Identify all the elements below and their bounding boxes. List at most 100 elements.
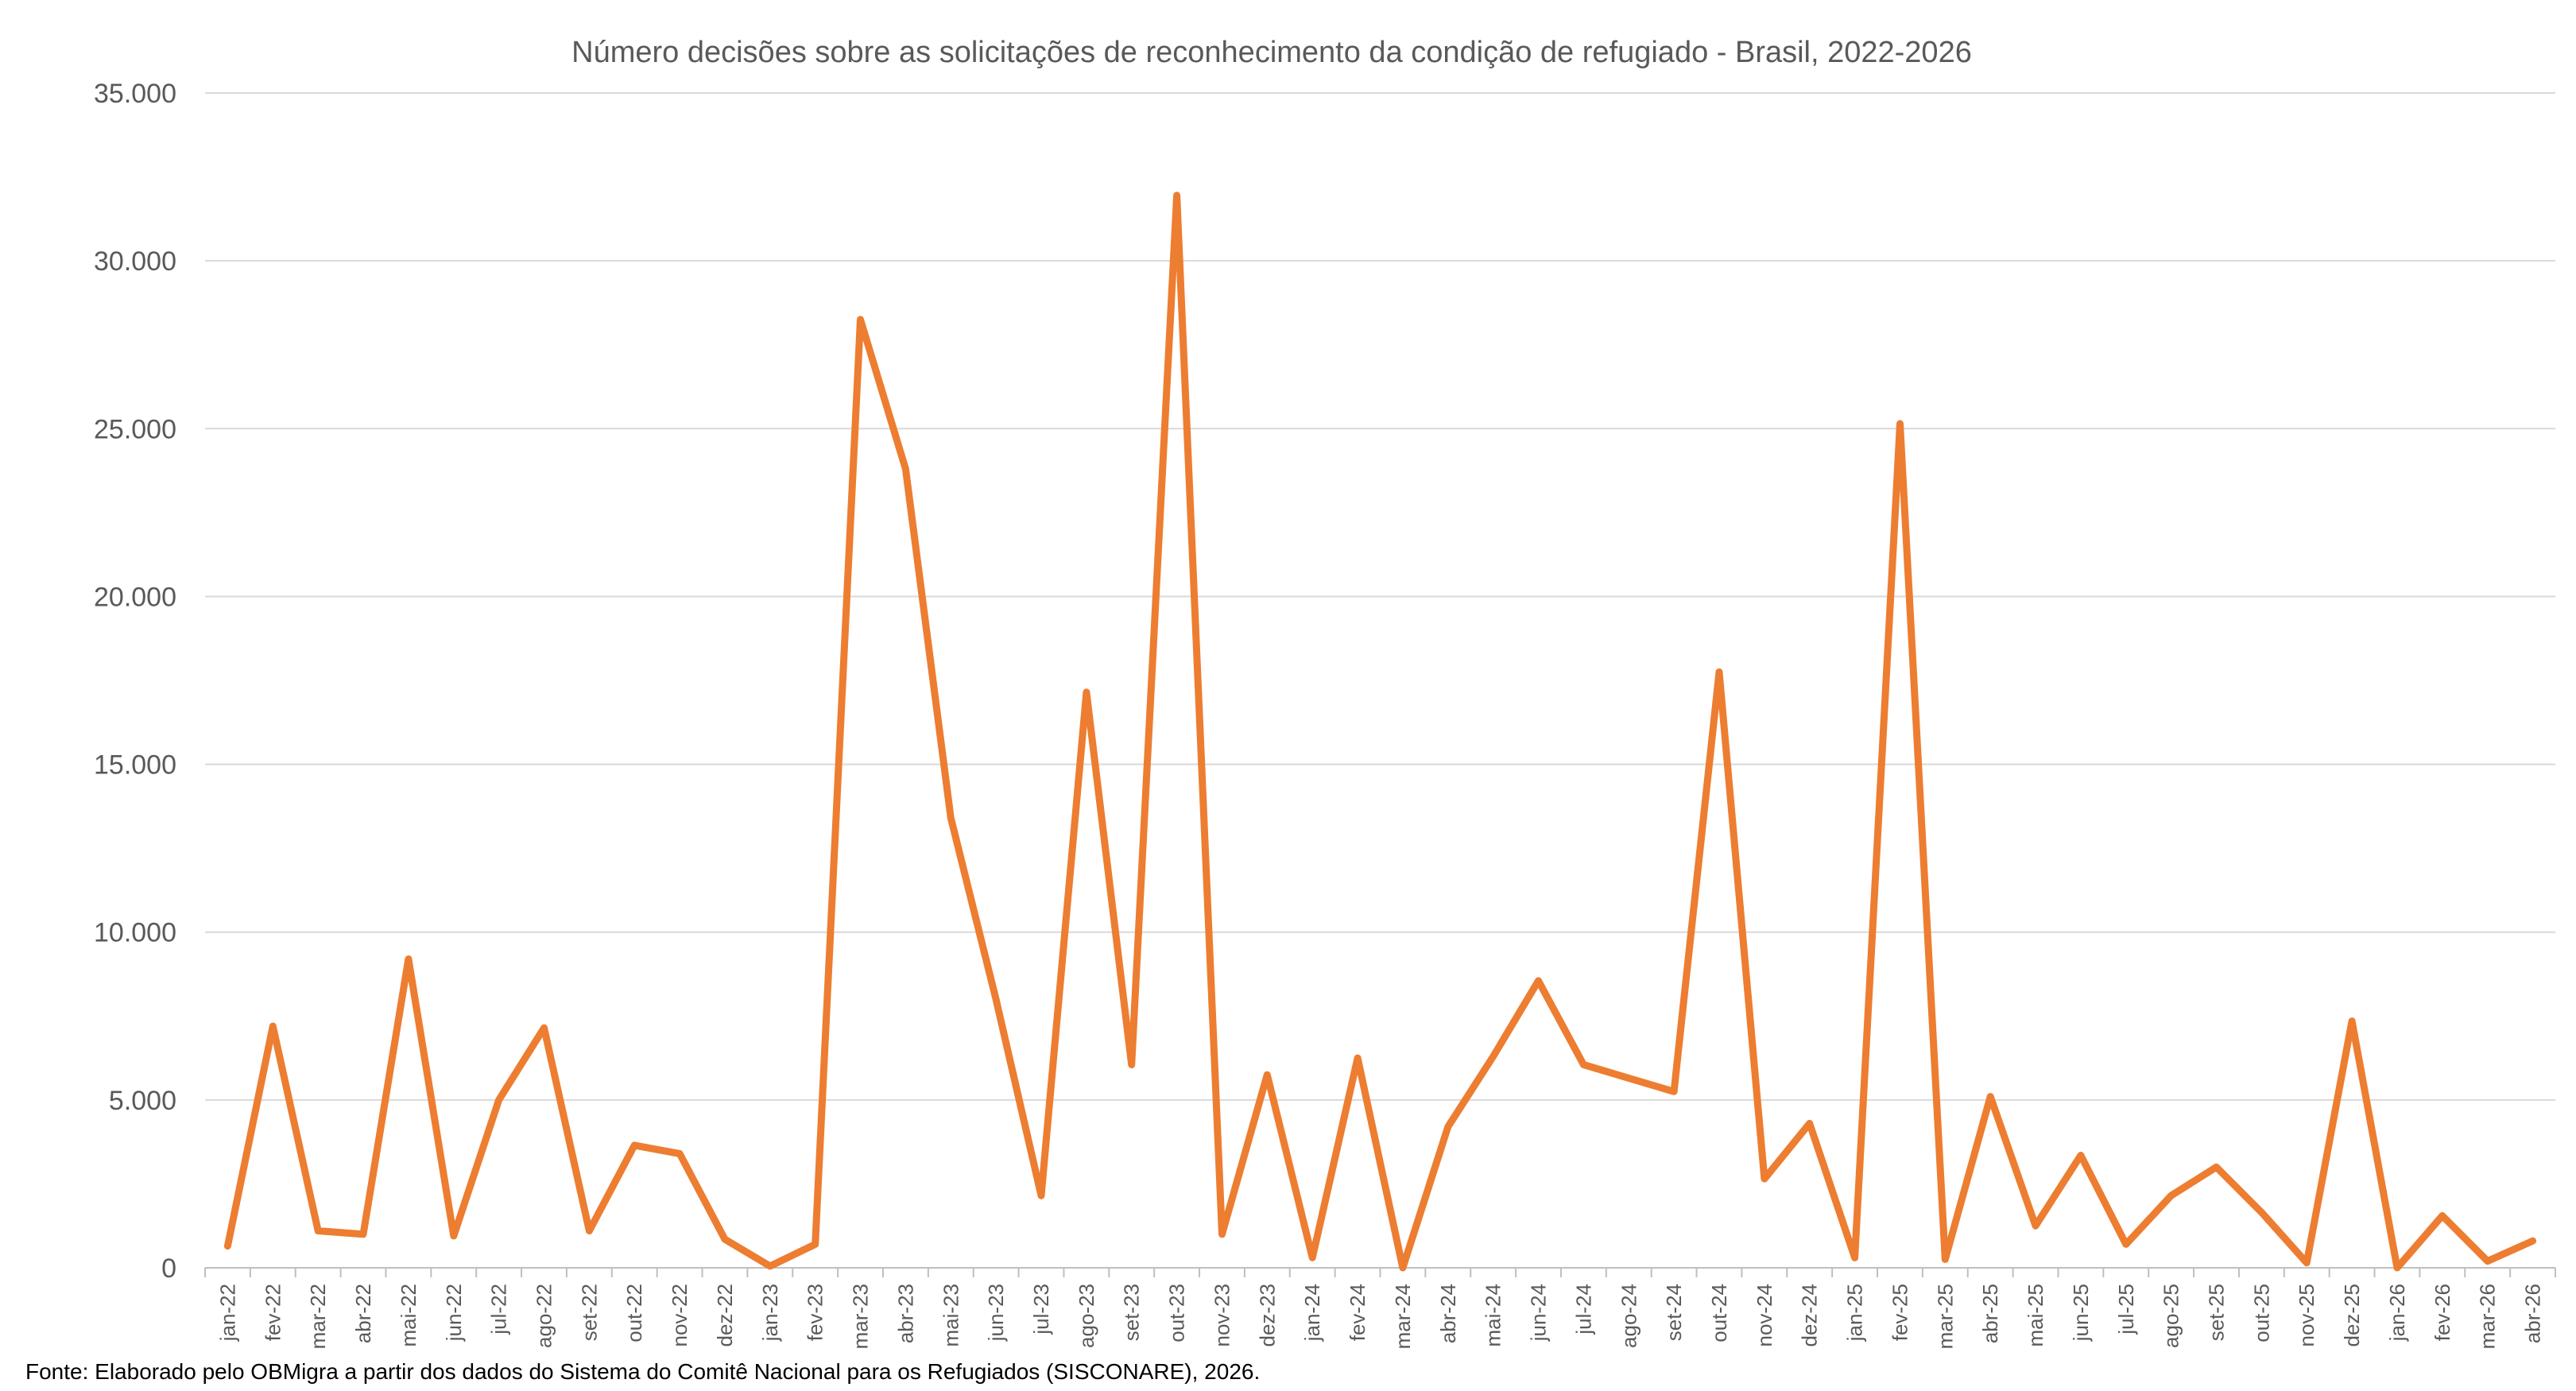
data-point <box>2034 1224 2038 1228</box>
data-point <box>1762 1177 1766 1181</box>
x-tick-label: abr-24 <box>1436 1284 1460 1343</box>
data-point <box>406 957 410 961</box>
x-tick-label: abr-22 <box>351 1284 375 1343</box>
y-tick-label: 35.000 <box>94 79 176 109</box>
data-point <box>2124 1242 2128 1246</box>
x-tick-label: mar-26 <box>2476 1284 2500 1349</box>
data-point <box>1265 1073 1269 1077</box>
data-point <box>542 1026 546 1030</box>
x-tick-label: jul-24 <box>1571 1284 1595 1335</box>
x-tick-label: mai-25 <box>2024 1284 2047 1346</box>
x-tick-label: ago-24 <box>1617 1284 1641 1348</box>
y-tick-label: 30.000 <box>94 246 176 277</box>
data-point <box>1853 1256 1857 1260</box>
x-tick-label: nov-23 <box>1210 1284 1234 1347</box>
data-point <box>316 1229 320 1233</box>
x-tick-label: ago-25 <box>2160 1284 2183 1348</box>
data-point <box>1175 193 1179 197</box>
x-tick-label: fev-25 <box>1888 1284 1912 1341</box>
x-tick-label: jan-26 <box>2385 1284 2409 1342</box>
data-point <box>1536 978 1540 982</box>
x-tick-label: ago-22 <box>532 1284 556 1348</box>
x-tick-label: nov-24 <box>1753 1284 1776 1347</box>
data-point <box>949 816 953 820</box>
data-point <box>904 467 908 471</box>
x-tick-label: fev-22 <box>261 1284 285 1341</box>
x-tick-label: fev-23 <box>804 1284 827 1341</box>
x-tick-label: out-22 <box>622 1284 646 1343</box>
data-point <box>1491 1054 1495 1058</box>
x-tick-label: fev-26 <box>2431 1284 2454 1341</box>
x-tick-label: jan-25 <box>1843 1284 1867 1342</box>
data-point <box>1311 1256 1315 1260</box>
x-tick-label: fev-24 <box>1346 1284 1369 1341</box>
data-point <box>2305 1261 2309 1265</box>
data-point <box>1627 1076 1631 1080</box>
x-tick-label: mai-24 <box>1482 1284 1505 1346</box>
data-point <box>2440 1214 2444 1218</box>
y-tick-label: 25.000 <box>94 414 176 444</box>
data-point <box>1582 1063 1586 1067</box>
x-tick-label: mar-22 <box>306 1284 330 1349</box>
data-point <box>1129 1063 1133 1067</box>
y-tick-label: 15.000 <box>94 750 176 781</box>
data-point <box>1220 1232 1224 1236</box>
x-tick-label: jun-23 <box>984 1284 1008 1342</box>
x-tick-label: mar-25 <box>1933 1284 1957 1349</box>
x-tick-label: jun-25 <box>2069 1284 2093 1342</box>
x-tick-label: mar-24 <box>1391 1284 1415 1349</box>
x-tick-label: dez-25 <box>2340 1284 2364 1347</box>
x-tick-label: jul-22 <box>487 1284 511 1335</box>
x-tick-label: jan-23 <box>758 1284 782 1342</box>
data-point <box>271 1024 275 1028</box>
x-tick-label: out-25 <box>2249 1284 2273 1343</box>
data-point <box>678 1152 682 1156</box>
data-point <box>2169 1194 2173 1198</box>
data-point <box>497 1098 501 1102</box>
x-tick-label: abr-26 <box>2521 1284 2545 1343</box>
x-tick-label: jun-24 <box>1527 1284 1551 1342</box>
data-point <box>2260 1211 2264 1215</box>
x-tick-label: mai-22 <box>397 1284 420 1346</box>
data-point <box>1356 1056 1360 1060</box>
x-tick-label: abr-25 <box>1978 1284 2002 1343</box>
x-tick-label: set-25 <box>2205 1284 2229 1341</box>
data-point <box>1807 1122 1811 1126</box>
x-tick-label: dez-23 <box>1255 1284 1279 1347</box>
x-tick-label: set-23 <box>1120 1284 1144 1341</box>
data-point <box>362 1232 366 1236</box>
data-point <box>994 998 998 1002</box>
y-tick-label: 10.000 <box>94 918 176 948</box>
data-point <box>1943 1257 1947 1261</box>
x-axis-tick-labels: jan-22 fev-22 mar-22 abr-22 mai-22 jun-22 jul-… <box>204 1268 2556 1349</box>
data-point <box>1400 1266 1404 1269</box>
data-point <box>813 1242 817 1246</box>
x-tick-label: mai-23 <box>939 1284 963 1346</box>
x-tick-label: out-23 <box>1165 1284 1189 1343</box>
x-tick-label: out-24 <box>1707 1284 1731 1343</box>
x-tick-label: jan-22 <box>215 1284 239 1342</box>
x-tick-label: ago-23 <box>1075 1284 1098 1348</box>
series-line <box>223 192 2537 1272</box>
data-point <box>1446 1125 1450 1129</box>
y-tick-label: 0 <box>161 1253 176 1284</box>
x-tick-label: set-22 <box>577 1284 601 1341</box>
data-points <box>226 193 2535 1269</box>
y-axis-tick-labels: 0 5.000 10.000 15.000 20.000 25.000 30.000 35.0… <box>94 79 176 1284</box>
data-point <box>2485 1259 2489 1263</box>
data-point <box>858 318 862 322</box>
data-point <box>768 1264 772 1268</box>
y-tick-label: 5.000 <box>109 1086 176 1116</box>
data-point <box>2350 1019 2354 1023</box>
x-tick-label: abr-23 <box>893 1284 917 1343</box>
chart-title: Número decisões sobre as solicitações de… <box>571 36 1972 69</box>
data-point <box>2395 1266 2399 1269</box>
data-point <box>1672 1090 1676 1094</box>
x-tick-label: jan-24 <box>1300 1284 1324 1342</box>
x-tick-label: jul-23 <box>1029 1284 1053 1335</box>
x-tick-label: nov-22 <box>668 1284 691 1347</box>
data-point <box>226 1244 230 1248</box>
data-point <box>451 1234 455 1238</box>
x-tick-label: jul-25 <box>2114 1284 2138 1335</box>
